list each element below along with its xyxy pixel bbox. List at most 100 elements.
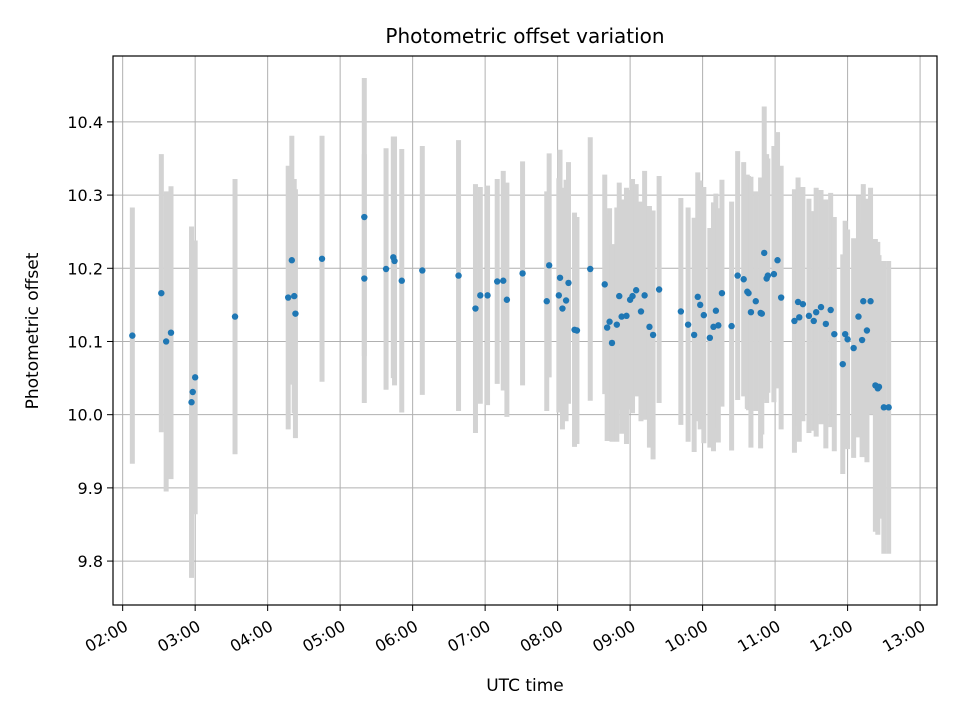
y-axis-ticks: 9.8 9.9 10.0 10.1 10.2 10.3 10.4 xyxy=(67,113,113,571)
data-point xyxy=(740,276,747,283)
data-point xyxy=(677,308,685,315)
data-point xyxy=(629,292,636,300)
data-point xyxy=(700,311,708,319)
data-point xyxy=(616,292,623,300)
data-point xyxy=(794,298,802,306)
data-point xyxy=(129,332,136,339)
data-point xyxy=(632,287,640,294)
data-point xyxy=(850,344,857,352)
data-point xyxy=(613,321,621,328)
data-point xyxy=(875,383,883,391)
data-point xyxy=(844,336,851,343)
data-point xyxy=(839,360,846,368)
data-point xyxy=(810,317,817,325)
data-point xyxy=(715,322,722,329)
data-point xyxy=(710,323,717,331)
data-point xyxy=(382,265,390,273)
data-point xyxy=(361,275,368,282)
data-point xyxy=(796,314,803,321)
data-point xyxy=(855,313,862,320)
data-point xyxy=(728,322,735,330)
data-point xyxy=(752,298,759,305)
data-point xyxy=(758,310,766,317)
data-point xyxy=(799,300,807,308)
data-point xyxy=(608,339,616,347)
data-point xyxy=(284,294,292,301)
data-point xyxy=(398,277,405,284)
data-point xyxy=(559,305,566,312)
data-point xyxy=(606,318,613,325)
data-point xyxy=(822,320,830,328)
data-point xyxy=(817,303,825,311)
data-point xyxy=(494,278,501,285)
data-point xyxy=(603,324,611,331)
data-point xyxy=(764,272,772,279)
data-point xyxy=(318,255,326,262)
data-point xyxy=(555,292,563,299)
data-point xyxy=(867,298,874,305)
data-point xyxy=(694,293,701,301)
data-point xyxy=(718,289,726,297)
data-point xyxy=(885,404,892,411)
data-point xyxy=(863,327,871,334)
data-point xyxy=(191,374,199,381)
data-point xyxy=(562,297,570,304)
data-point xyxy=(500,277,507,284)
data-point xyxy=(791,317,798,325)
data-point xyxy=(812,309,820,316)
data-point xyxy=(774,257,781,264)
data-point xyxy=(623,312,630,320)
data-point xyxy=(162,338,170,345)
data-point xyxy=(747,309,755,316)
data-point xyxy=(391,257,398,265)
data-point xyxy=(231,313,239,320)
data-point xyxy=(690,331,698,339)
data-point xyxy=(189,388,196,396)
data-point xyxy=(601,281,608,288)
data-point xyxy=(761,249,768,257)
data-point xyxy=(649,331,657,339)
data-point xyxy=(543,298,550,305)
y-tick-label: 9.8 xyxy=(78,552,103,571)
data-point xyxy=(858,336,866,344)
data-point xyxy=(641,292,648,299)
data-point xyxy=(565,279,572,287)
data-point xyxy=(573,327,581,334)
data-point xyxy=(745,289,752,297)
y-tick-label: 10.1 xyxy=(67,332,103,351)
y-axis-title: Photometric offset xyxy=(23,252,43,409)
data-point xyxy=(831,330,838,338)
data-point xyxy=(706,334,714,342)
y-tick-label: 10.0 xyxy=(67,406,103,425)
data-point xyxy=(655,286,663,293)
data-point xyxy=(712,307,720,314)
data-point xyxy=(841,330,849,338)
data-points xyxy=(129,213,892,411)
data-point xyxy=(637,308,645,315)
data-point xyxy=(292,310,299,317)
chart-title: Photometric offset variation xyxy=(385,24,664,48)
data-point xyxy=(777,294,785,301)
plot-area-frame xyxy=(112,55,938,606)
data-point xyxy=(587,265,594,273)
data-point xyxy=(158,289,165,297)
data-point xyxy=(734,272,741,279)
data-point xyxy=(188,399,195,406)
y-tick-label: 10.2 xyxy=(67,259,103,278)
data-point xyxy=(646,323,653,331)
data-point xyxy=(684,321,692,328)
data-point xyxy=(472,305,479,312)
data-point xyxy=(696,301,704,309)
data-point xyxy=(167,329,175,336)
data-point xyxy=(860,298,867,305)
data-point xyxy=(880,404,888,411)
data-point xyxy=(805,312,813,320)
data-point xyxy=(556,274,564,281)
data-point xyxy=(484,292,491,299)
y-tick-label: 10.3 xyxy=(67,186,103,205)
data-point xyxy=(545,262,553,269)
data-point xyxy=(770,270,778,278)
x-axis-title: UTC time xyxy=(486,676,564,696)
data-point xyxy=(361,213,368,221)
